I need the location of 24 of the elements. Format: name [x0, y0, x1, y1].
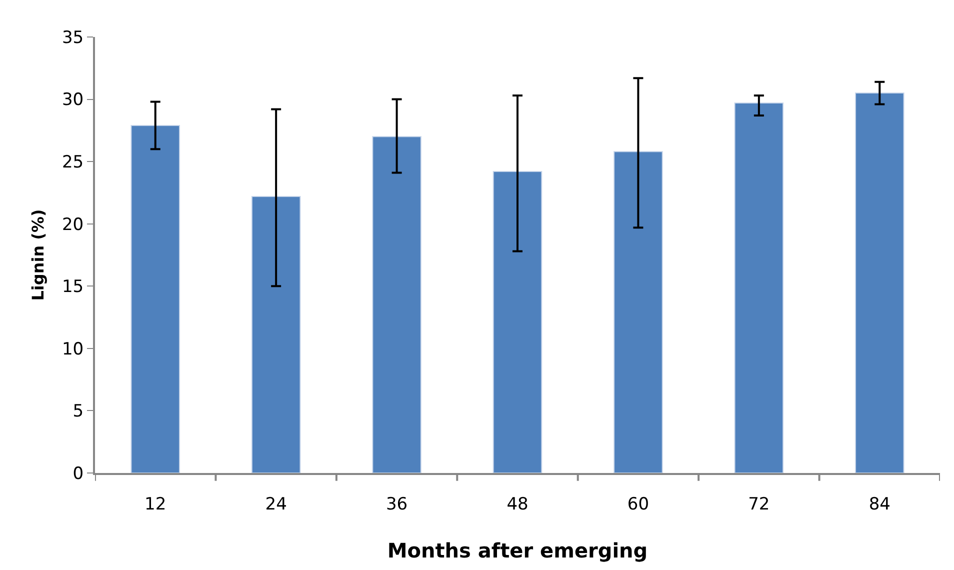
- y-tick-label: 20: [62, 214, 84, 235]
- bar: [130, 124, 180, 473]
- y-tick-label: 5: [72, 402, 84, 422]
- y-tick-label: 0: [72, 464, 84, 484]
- y-tick-label: 35: [62, 28, 84, 48]
- bar: [372, 136, 422, 473]
- y-tick-label: 10: [62, 339, 84, 360]
- y-axis-title: Lignin (%): [28, 209, 48, 301]
- x-tick-label: 60: [627, 494, 650, 514]
- x-tick-label: 12: [144, 494, 166, 514]
- x-tick-label: 24: [265, 494, 287, 514]
- x-tick-label: 72: [748, 494, 770, 514]
- y-tick-label: 25: [62, 152, 84, 173]
- x-axis-title: Months after emerging: [387, 538, 648, 562]
- x-tick-label: 48: [506, 494, 528, 514]
- x-tick-label: 84: [868, 494, 890, 514]
- bar: [855, 92, 904, 473]
- bar: [614, 151, 663, 473]
- y-tick-label: 30: [62, 90, 84, 110]
- bar: [251, 196, 301, 473]
- y-tick-label: 15: [62, 277, 84, 298]
- bar: [492, 171, 542, 473]
- x-tick-label: 36: [386, 494, 408, 514]
- bar: [734, 102, 784, 473]
